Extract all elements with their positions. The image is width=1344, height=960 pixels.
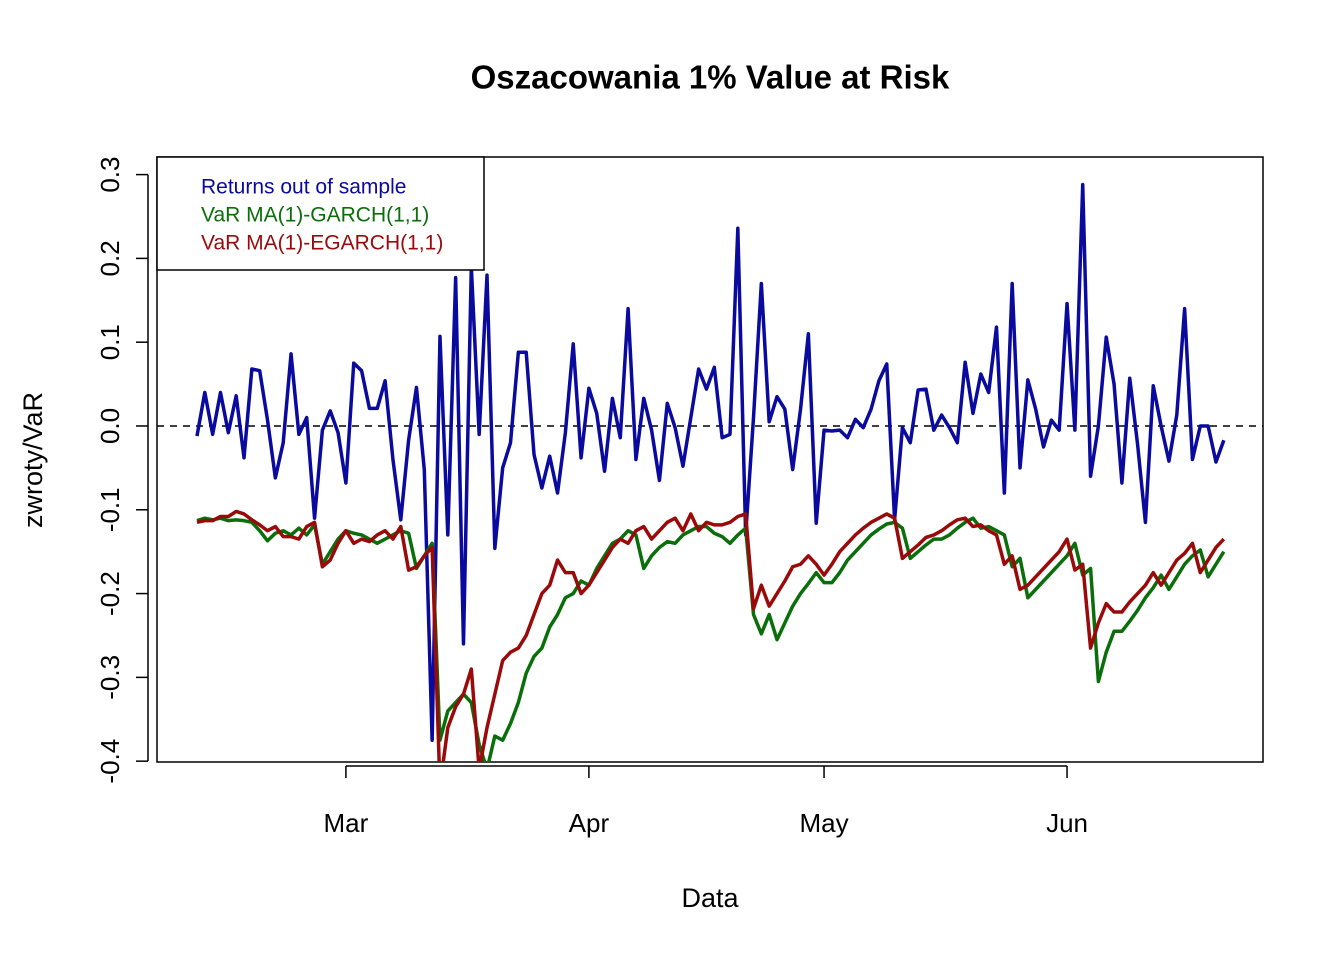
y-tick-label: 0.2 bbox=[95, 240, 125, 276]
x-tick-label: Jun bbox=[1046, 808, 1088, 838]
chart-title: Oszacowania 1% Value at Risk bbox=[471, 59, 950, 96]
y-axis-label: zwroty/VaR bbox=[18, 392, 48, 528]
x-tick-label: Apr bbox=[569, 808, 610, 838]
y-tick-label: 0.1 bbox=[95, 324, 125, 360]
series-line bbox=[196, 509, 1226, 762]
legend-box bbox=[156, 156, 485, 271]
series-line bbox=[195, 182, 1226, 742]
y-tick-label: -0.3 bbox=[95, 655, 125, 700]
legend-label: VaR MA(1)-EGARCH(1,1) bbox=[201, 232, 443, 255]
x-axis-label: Data bbox=[681, 883, 739, 913]
plot-frame bbox=[156, 156, 1264, 763]
y-tick-label: 0.3 bbox=[95, 157, 125, 193]
legend-label: Returns out of sample bbox=[201, 176, 406, 199]
x-tick-label: Mar bbox=[324, 808, 369, 838]
legend-label: VaR MA(1)-GARCH(1,1) bbox=[201, 204, 429, 227]
x-tick-label: May bbox=[799, 808, 848, 838]
y-tick-label: 0.0 bbox=[95, 408, 125, 444]
plot-area bbox=[157, 182, 1263, 762]
y-tick-label: -0.4 bbox=[95, 739, 125, 784]
series-line bbox=[196, 516, 1226, 762]
y-tick-label: -0.2 bbox=[95, 571, 125, 616]
y-tick-label: -0.1 bbox=[95, 487, 125, 532]
